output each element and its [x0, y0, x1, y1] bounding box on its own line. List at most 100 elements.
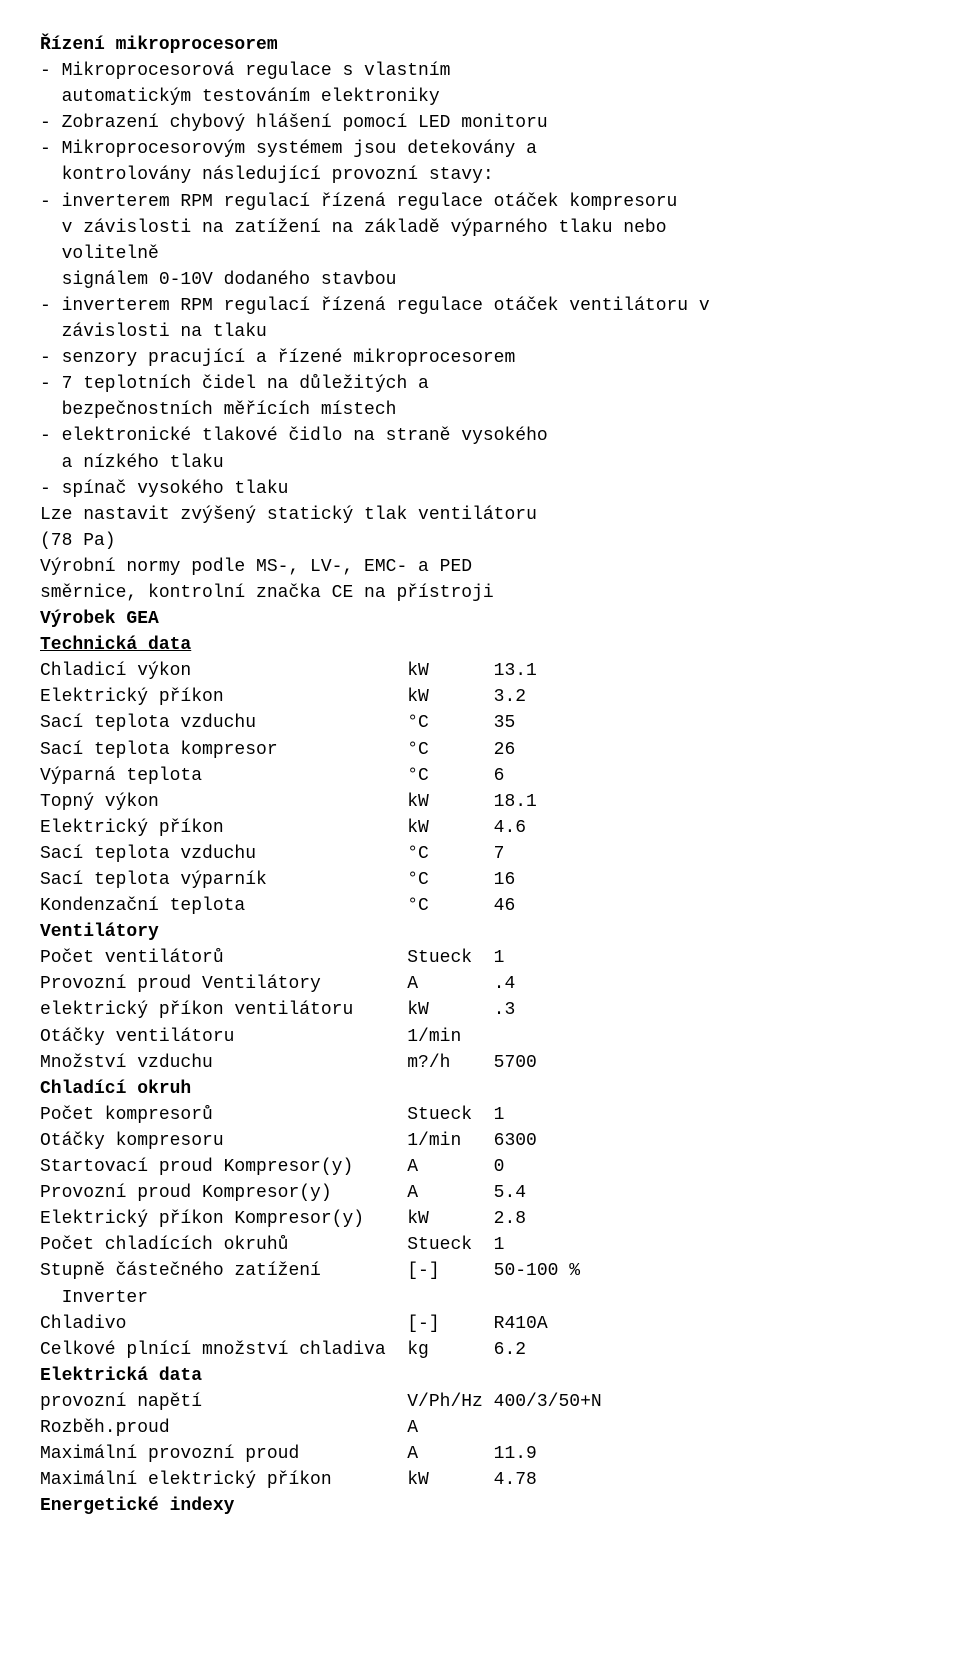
bullet-line: kontrolovány následující provozní stavy:	[40, 162, 920, 188]
row-label: Elektrický příkon Kompresor(y)	[40, 1206, 407, 1232]
section-product: Výrobek GEA	[40, 606, 920, 632]
row-label: Množství vzduchu	[40, 1050, 407, 1076]
row-label: Otáčky kompresoru	[40, 1128, 407, 1154]
row-label: Startovací proud Kompresor(y)	[40, 1154, 407, 1180]
row-value: 7	[494, 841, 505, 867]
row-unit: A	[407, 1441, 493, 1467]
table-row: Otáčky ventilátoru1/min	[40, 1024, 920, 1050]
row-unit: Stueck	[407, 1232, 493, 1258]
row-label: Maximální elektrický příkon	[40, 1467, 407, 1493]
table-row: Celkové plnící množství chladivakg6.2	[40, 1337, 920, 1363]
table-row: Sací teplota kompresor°C26	[40, 737, 920, 763]
table-row: Maximální provozní proudA11.9	[40, 1441, 920, 1467]
row-unit: kW	[407, 1467, 493, 1493]
row-label: Chladivo	[40, 1311, 407, 1337]
bullet-line: - inverterem RPM regulací řízená regulac…	[40, 293, 920, 319]
row-label: Počet ventilátorů	[40, 945, 407, 971]
bullet-line: v závislosti na zatížení na základě výpa…	[40, 215, 920, 241]
table-row: Počet chladících okruhůStueck1	[40, 1232, 920, 1258]
row-label: elektrický příkon ventilátoru	[40, 997, 407, 1023]
bullet-line: Výrobní normy podle MS-, LV-, EMC- a PED	[40, 554, 920, 580]
row-value: 13.1	[494, 658, 537, 684]
table-row: Elektrický příkonkW3.2	[40, 684, 920, 710]
row-label: Kondenzační teplota	[40, 893, 407, 919]
row-value: 1	[494, 1232, 505, 1258]
table-row: Provozní proud VentilátoryA.4	[40, 971, 920, 997]
row-unit: kW	[407, 789, 493, 815]
row-value: 4.78	[494, 1467, 537, 1493]
table-row: Stupně částečného zatížení[-]50-100 %	[40, 1258, 920, 1284]
row-label: Sací teplota vzduchu	[40, 841, 407, 867]
row-label: Stupně částečného zatížení	[40, 1258, 407, 1284]
table-row: elektrický příkon ventilátorukW.3	[40, 997, 920, 1023]
row-label: Sací teplota vzduchu	[40, 710, 407, 736]
row-unit: kW	[407, 815, 493, 841]
row-unit: Stueck	[407, 945, 493, 971]
section-heading: Řízení mikroprocesorem	[40, 32, 920, 58]
row-value: 400/3/50+N	[494, 1389, 602, 1415]
row-unit: kg	[407, 1337, 493, 1363]
table-row: Sací teplota vzduchu°C35	[40, 710, 920, 736]
row-value: 11.9	[494, 1441, 537, 1467]
table-row: Otáčky kompresoru1/min6300	[40, 1128, 920, 1154]
bullet-line: - elektronické tlakové čidlo na straně v…	[40, 423, 920, 449]
table-row: Počet ventilátorůStueck1	[40, 945, 920, 971]
table-row: Topný výkonkW18.1	[40, 789, 920, 815]
row-label: Výparná teplota	[40, 763, 407, 789]
row-label: Chladicí výkon	[40, 658, 407, 684]
row-value: 16	[494, 867, 516, 893]
row-label: Provozní proud Kompresor(y)	[40, 1180, 407, 1206]
table-row: Maximální elektrický příkonkW4.78	[40, 1467, 920, 1493]
row-value: .4	[494, 971, 516, 997]
row-unit: °C	[407, 841, 493, 867]
row-label: Elektrický příkon	[40, 684, 407, 710]
row-value: 2.8	[494, 1206, 526, 1232]
row-unit: A	[407, 1415, 493, 1441]
row-unit: °C	[407, 737, 493, 763]
section-fans: Ventilátory	[40, 919, 920, 945]
bullet-line: signálem 0-10V dodaného stavbou	[40, 267, 920, 293]
row-label: provozní napětí	[40, 1389, 407, 1415]
row-value: 50-100 %	[494, 1258, 580, 1284]
table-row: Sací teplota vzduchu°C7	[40, 841, 920, 867]
table-row: Elektrický příkonkW4.6	[40, 815, 920, 841]
table-row: Výparná teplota°C6	[40, 763, 920, 789]
inverter-line: Inverter	[40, 1285, 920, 1311]
row-unit: A	[407, 1154, 493, 1180]
table-row: Množství vzduchum?/h5700	[40, 1050, 920, 1076]
row-value: 46	[494, 893, 516, 919]
row-unit: m?/h	[407, 1050, 493, 1076]
table-row: Provozní proud Kompresor(y)A5.4	[40, 1180, 920, 1206]
table-row: Startovací proud Kompresor(y)A0	[40, 1154, 920, 1180]
row-label: Celkové plnící množství chladiva	[40, 1337, 407, 1363]
row-unit: [-]	[407, 1258, 493, 1284]
row-unit: 1/min	[407, 1024, 493, 1050]
row-unit: kW	[407, 684, 493, 710]
row-unit: kW	[407, 1206, 493, 1232]
row-value: 26	[494, 737, 516, 763]
table-row: Elektrický příkon Kompresor(y)kW2.8	[40, 1206, 920, 1232]
row-value: R410A	[494, 1311, 548, 1337]
row-unit: 1/min	[407, 1128, 493, 1154]
row-value: 0	[494, 1154, 505, 1180]
bullet-line: automatickým testováním elektroniky	[40, 84, 920, 110]
section-cooling: Chladící okruh	[40, 1076, 920, 1102]
row-value: 1	[494, 945, 505, 971]
row-unit: Stueck	[407, 1102, 493, 1128]
row-unit: °C	[407, 893, 493, 919]
row-label: Provozní proud Ventilátory	[40, 971, 407, 997]
bullet-line: bezpečnostních měřících místech	[40, 397, 920, 423]
table-row: Rozběh.proudA	[40, 1415, 920, 1441]
table-row: Počet kompresorůStueck1	[40, 1102, 920, 1128]
bullet-line: - inverterem RPM regulací řízená regulac…	[40, 189, 920, 215]
bullet-line: směrnice, kontrolní značka CE na přístro…	[40, 580, 920, 606]
row-unit: kW	[407, 997, 493, 1023]
row-unit: A	[407, 971, 493, 997]
row-unit: °C	[407, 763, 493, 789]
table-row: Chladivo[-]R410A	[40, 1311, 920, 1337]
table-row: Sací teplota výparník°C16	[40, 867, 920, 893]
row-label: Počet kompresorů	[40, 1102, 407, 1128]
row-value: 5.4	[494, 1180, 526, 1206]
row-value: 4.6	[494, 815, 526, 841]
row-unit: °C	[407, 710, 493, 736]
